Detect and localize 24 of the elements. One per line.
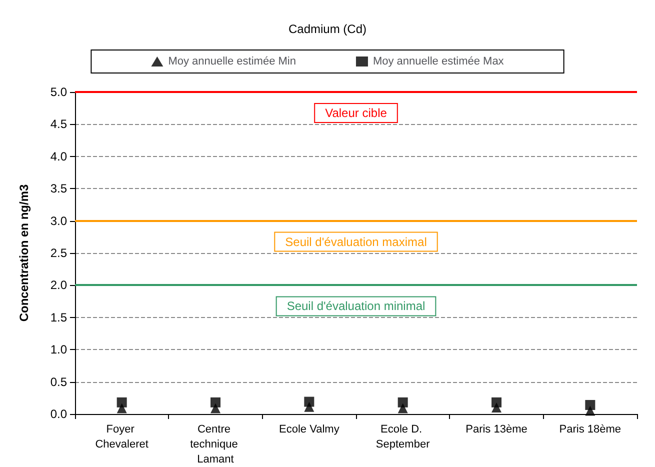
legend-label: Moy annuelle estimée Min: [168, 56, 296, 68]
y-tick-label: 2.0: [50, 278, 68, 292]
y-tick-label: 0.0: [50, 407, 68, 421]
x-tick-label: Foyer Chevaleret: [95, 424, 148, 450]
y-tick-label: 3.5: [50, 182, 68, 196]
ref-line-label: Seuil d'évaluation minimal: [286, 299, 426, 314]
y-axis-title: Concentration en ng/m3: [17, 184, 31, 322]
ref-line-label: Seuil d'évaluation maximal: [285, 234, 427, 249]
legend-label: Moy annuelle estimée Max: [372, 56, 504, 68]
x-tick-label: Ecole Valmy: [279, 424, 340, 436]
ref-line-label: Valeur cible: [325, 106, 388, 120]
x-tick-label: Ecole D. September: [376, 424, 430, 450]
y-tick-label: 4.5: [50, 117, 68, 132]
x-tick-label: Centre technique Lamant: [190, 424, 241, 466]
y-tick-label: 3.0: [50, 214, 68, 228]
y-tick-label: 1.0: [50, 342, 68, 357]
y-tick-label: 4.0: [50, 149, 68, 164]
y-tick-label: 1.5: [50, 310, 68, 324]
x-tick-label: Paris 18ème: [559, 424, 622, 436]
y-tick-label: 5.0: [50, 85, 68, 99]
y-tick-label: 0.5: [50, 374, 68, 389]
x-tick-label: Paris 13ème: [466, 424, 528, 436]
chart-title: Cadmium (Cd): [288, 22, 367, 36]
y-tick-label: 2.5: [50, 246, 68, 260]
